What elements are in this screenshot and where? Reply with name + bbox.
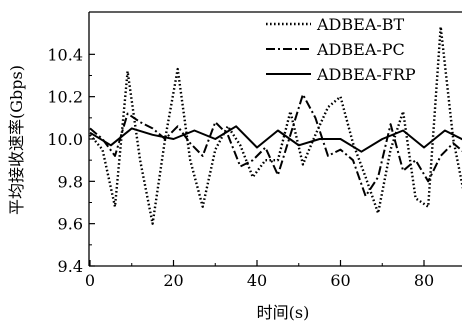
series-line-adbea-frp (89, 125, 462, 153)
x-tick-label: 60 (330, 271, 350, 290)
x-axis-label: 时间(s) (257, 303, 310, 322)
y-tick-label: 9.4 (58, 257, 83, 276)
legend-label: ADBEA-PC (316, 40, 405, 59)
legend-label: ADBEA-FRP (316, 65, 416, 84)
legend-label: ADBEA-BT (316, 15, 405, 34)
axes (88, 11, 462, 267)
series-line-adbea-pc (89, 93, 462, 198)
y-axis-label: 平均接收速率(Gbps) (7, 65, 26, 215)
x-tick-label: 0 (85, 271, 95, 290)
y-tick-label: 10.2 (47, 88, 83, 107)
y-tick-label: 10.0 (47, 130, 83, 149)
x-tick-label: 80 (414, 271, 434, 290)
x-tick-label: 40 (247, 271, 267, 290)
y-tick-label: 9.8 (58, 172, 83, 191)
series-lines (89, 25, 462, 225)
legend: ADBEA-BT ADBEA-PC ADBEA-FRP (266, 15, 416, 84)
axis-ticks: 9.4 9.6 9.8 10.0 10.2 10.4 0 20 40 60 80 (47, 45, 434, 290)
x-tick-label: 20 (163, 271, 183, 290)
y-tick-label: 9.6 (58, 215, 83, 234)
y-tick-label: 10.4 (47, 45, 83, 64)
